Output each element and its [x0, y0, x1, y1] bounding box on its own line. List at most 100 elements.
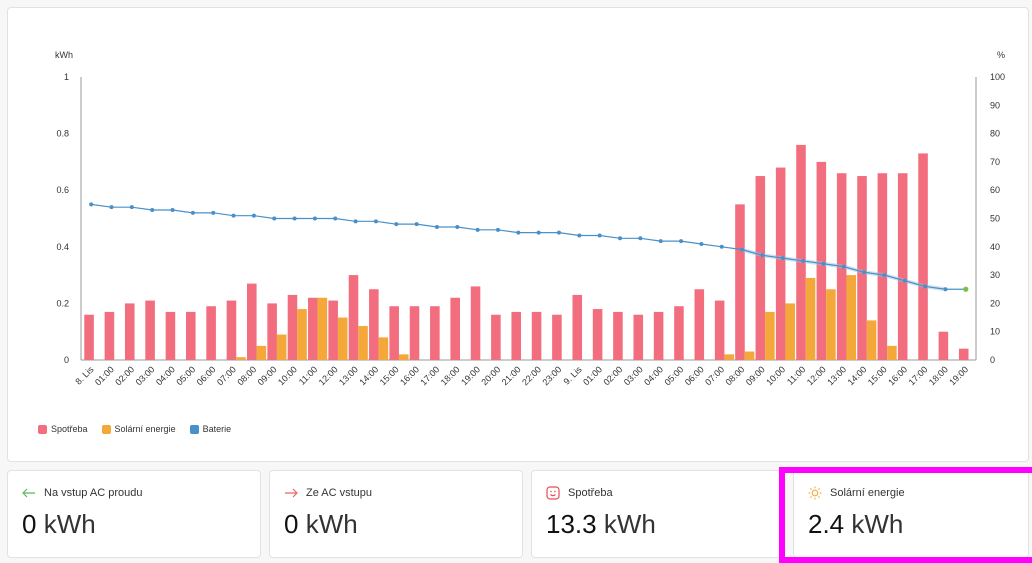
- legend-label-battery: Baterie: [202, 424, 232, 434]
- bar-consumption: [796, 144, 806, 360]
- battery-point: [699, 241, 704, 246]
- bar-solar: [378, 337, 389, 360]
- bar-consumption: [491, 314, 501, 360]
- bar-consumption: [918, 153, 928, 360]
- x-tick-label: 20:00: [479, 364, 502, 387]
- bar-consumption: [674, 306, 684, 360]
- x-tick-label: 22:00: [520, 364, 543, 387]
- bar-consumption: [775, 167, 786, 360]
- x-tick-label: 17:00: [907, 364, 930, 387]
- legend-swatch-battery: [189, 424, 199, 434]
- legend-label-solar: Solární energie: [114, 424, 176, 434]
- y-tick-right: 10: [990, 327, 1000, 337]
- legend-item-consumption[interactable]: Spotřeba: [38, 424, 88, 434]
- battery-point: [414, 222, 419, 227]
- battery-point: [475, 227, 480, 232]
- bar-consumption: [897, 173, 908, 360]
- y-tick-left: 0.2: [56, 298, 69, 308]
- battery-point: [597, 233, 602, 238]
- y-tick-left: 1: [64, 72, 69, 82]
- battery-point: [679, 239, 684, 244]
- battery-point: [292, 216, 297, 221]
- bar-consumption: [328, 300, 338, 360]
- x-tick-label: 12:00: [805, 364, 828, 387]
- bar-consumption: [369, 289, 379, 360]
- bar-consumption: [206, 306, 216, 360]
- bar-solar: [866, 320, 877, 360]
- consumption-icon: [546, 486, 560, 500]
- bar-solar: [297, 309, 307, 360]
- legend-swatch-solar: [101, 424, 111, 434]
- battery-point: [658, 239, 663, 244]
- bar-consumption: [857, 176, 867, 360]
- y-tick-right: 90: [990, 100, 1000, 110]
- battery-point: [211, 210, 216, 215]
- stat-card-ac-in: Na vstup AC proudu 0 kWh: [7, 470, 261, 558]
- x-tick-label: 05:00: [174, 364, 197, 387]
- bar-solar: [826, 289, 836, 360]
- y-tick-left: 0.4: [56, 242, 69, 252]
- bar-consumption: [247, 283, 257, 360]
- arrow-right-icon: [284, 486, 298, 500]
- x-tick-label: 11:00: [297, 364, 320, 387]
- bar-solar: [744, 351, 755, 360]
- bar-consumption: [267, 303, 277, 360]
- bar-solar: [337, 317, 348, 360]
- bar-solar: [846, 275, 857, 360]
- bar-consumption: [633, 314, 644, 360]
- y-tick-left: 0.6: [56, 185, 69, 195]
- battery-point: [943, 287, 948, 292]
- legend-item-solar[interactable]: Solární energie: [101, 424, 176, 434]
- battery-forecast-band: [742, 247, 946, 292]
- y-tick-right: 30: [990, 270, 1000, 280]
- legend-item-battery[interactable]: Baterie: [189, 424, 232, 434]
- battery-point: [557, 230, 562, 235]
- battery-point: [312, 216, 317, 221]
- bar-consumption: [450, 297, 460, 360]
- battery-point: [109, 205, 114, 210]
- bar-consumption: [409, 306, 420, 360]
- stat-label: Na vstup AC proudu: [44, 487, 143, 499]
- battery-point: [536, 230, 541, 235]
- battery-point: [801, 258, 806, 263]
- bar-consumption: [714, 300, 725, 360]
- chart-legend: Spotřeba Solární energie Baterie: [38, 424, 231, 434]
- battery-point: [333, 216, 338, 221]
- bar-consumption: [613, 311, 623, 360]
- battery-point: [455, 224, 460, 229]
- y-tick-right: 70: [990, 157, 1000, 167]
- x-tick-label: 10:00: [764, 364, 787, 387]
- battery-point: [963, 286, 969, 292]
- bar-consumption: [165, 311, 176, 360]
- x-tick-label: 16:00: [398, 364, 421, 387]
- bar-solar: [805, 277, 816, 360]
- x-tick-label: 16:00: [886, 364, 909, 387]
- bar-consumption: [938, 331, 949, 360]
- stat-value: 13.3: [546, 509, 597, 539]
- x-tick-label: 07:00: [215, 364, 238, 387]
- stat-unit: kWh: [603, 509, 656, 539]
- bar-solar: [317, 297, 328, 360]
- battery-point: [841, 264, 846, 269]
- battery-point: [902, 278, 907, 283]
- battery-point: [150, 208, 155, 213]
- battery-point: [190, 210, 195, 215]
- stat-card-consumption: Spotřeba 13.3 kWh: [531, 470, 785, 558]
- battery-point: [577, 233, 582, 238]
- x-tick-label: 19:00: [459, 364, 482, 387]
- bar-consumption: [430, 306, 440, 360]
- bar-consumption: [348, 275, 359, 360]
- bar-consumption: [287, 294, 298, 360]
- sun-icon: [808, 486, 822, 500]
- y-tick-right: 20: [990, 298, 1000, 308]
- x-tick-label: 01:00: [581, 364, 604, 387]
- battery-point: [719, 244, 724, 249]
- x-tick-label: 03:00: [134, 364, 157, 387]
- x-tick-label: 9. Lis: [561, 364, 584, 387]
- stats-row: Na vstup AC proudu 0 kWh Ze AC vstupu 0 …: [7, 470, 1029, 558]
- stat-value: 2.4: [808, 509, 845, 539]
- x-tick-label: 10:00: [276, 364, 299, 387]
- y-tick-right: 0: [990, 355, 995, 365]
- stat-label: Ze AC vstupu: [306, 487, 373, 499]
- x-tick-label: 04:00: [642, 364, 665, 387]
